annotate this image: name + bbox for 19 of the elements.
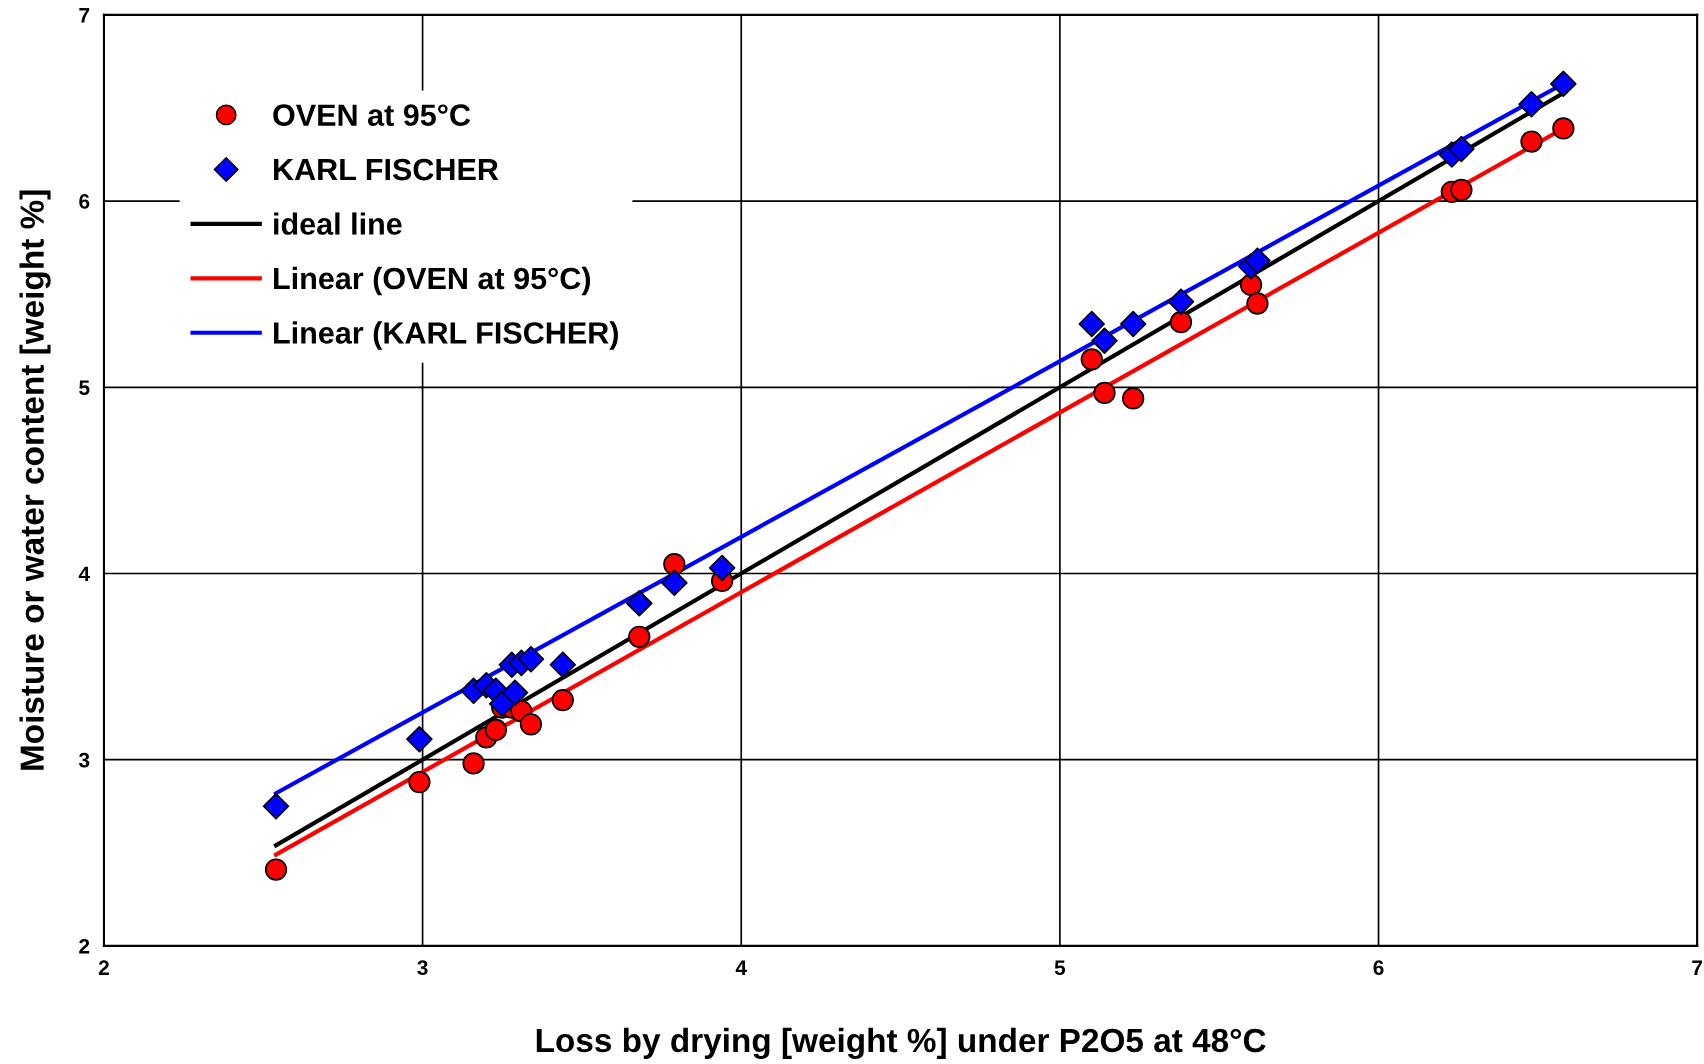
y-tick-label: 3 (78, 752, 90, 768)
y-tick-label: 4 (78, 566, 90, 582)
x-tick-label: 2 (98, 960, 109, 975)
y-tick-label: 6 (79, 194, 90, 209)
x-tick-label: 6 (1373, 960, 1384, 976)
legend-label: OVEN at 95°C (273, 104, 471, 126)
x-tick-label: 3 (417, 960, 428, 976)
y-axis-title: Moisture or water content [weight %] (19, 190, 51, 770)
x-tick-label: 7 (1692, 960, 1703, 975)
y-tick-label: 5 (79, 380, 90, 396)
x-tick-label: 5 (1054, 960, 1066, 976)
x-tick-label: 4 (735, 960, 747, 975)
legend-label: ideal line (274, 212, 402, 235)
x-axis-title: Loss by drying [weight %] under P2O5 at 48°C (536, 1027, 1266, 1060)
legend-label: Linear (OVEN at 95°C) (274, 266, 591, 296)
y-tick-label: 2 (79, 938, 90, 954)
y-tick-label: 7 (79, 8, 90, 23)
legend-label: KARL FISCHER (274, 158, 499, 181)
legend-label: Linear (KARL FISCHER) (274, 321, 618, 350)
